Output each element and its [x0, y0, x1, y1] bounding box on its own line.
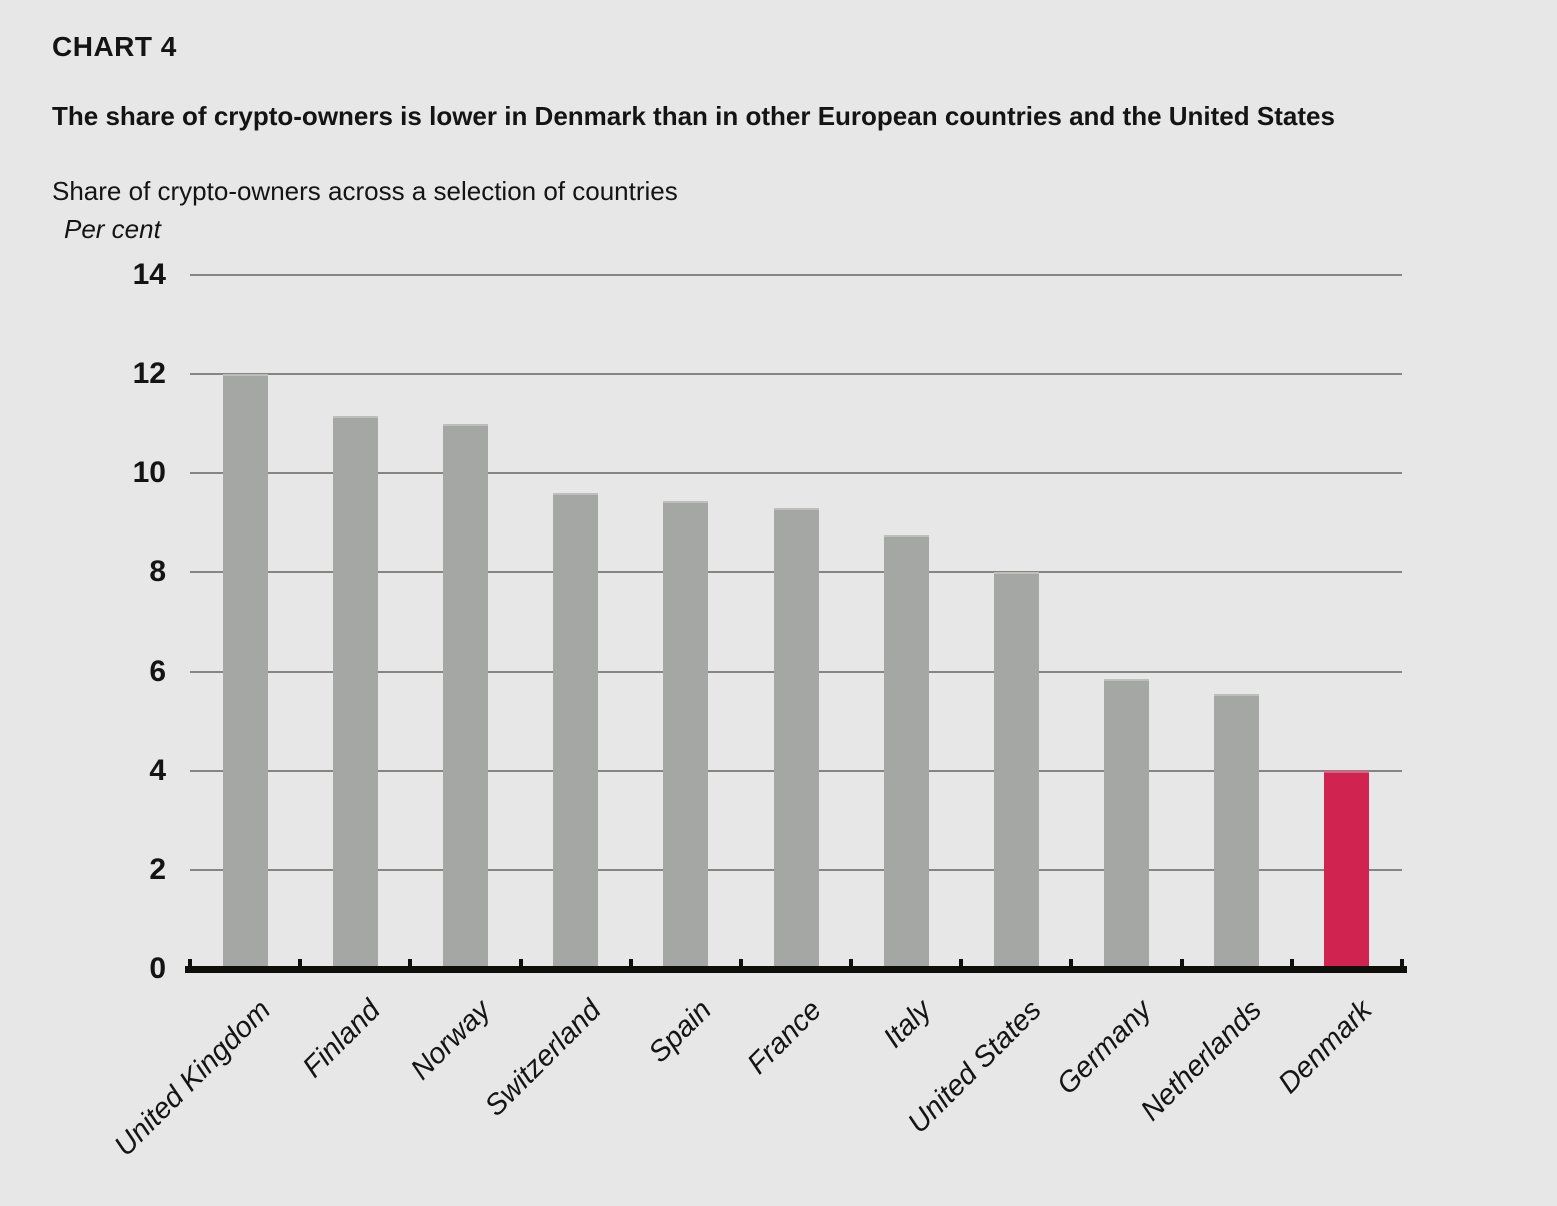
bar-spain	[663, 500, 709, 969]
gridline-10	[190, 472, 1402, 475]
x-axis-tick	[298, 959, 303, 969]
chart-subtitle: Share of crypto-owners across a selectio…	[52, 176, 678, 206]
x-label-united-kingdom: United Kingdom	[108, 994, 277, 1163]
chart-number-label: CHART 4	[52, 31, 177, 62]
bar-italy	[883, 535, 929, 969]
bar-denmark	[1324, 770, 1370, 969]
x-axis-tick	[1400, 959, 1404, 969]
x-axis-tick	[518, 959, 523, 969]
y-tick-label-10: 10	[132, 456, 166, 490]
bar-switzerland	[553, 493, 599, 969]
chart-title: The share of crypto-owners is lower in D…	[52, 101, 1335, 131]
x-axis-line	[185, 966, 1407, 973]
x-label-france: France	[741, 994, 828, 1081]
y-tick-label-14: 14	[132, 258, 166, 291]
gridline-14	[190, 274, 1402, 276]
x-axis-tick	[188, 959, 192, 969]
x-label-germany: Germany	[1051, 994, 1159, 1101]
plot-area	[185, 274, 1407, 973]
y-axis-unit-label: Per cent	[64, 214, 161, 244]
bar-france	[773, 508, 819, 969]
x-label-norway: Norway	[404, 994, 498, 1087]
bar-germany	[1104, 679, 1150, 969]
bar-finland	[332, 416, 378, 969]
bar-netherlands	[1214, 693, 1260, 969]
bar-norway	[442, 423, 488, 969]
y-tick-label-0: 0	[149, 952, 166, 985]
x-axis-tick	[628, 959, 633, 969]
gridline-12	[190, 373, 1402, 376]
x-axis-tick	[849, 959, 854, 969]
x-axis-tick	[1179, 959, 1184, 969]
x-axis-tick	[959, 959, 964, 969]
x-label-denmark: Denmark	[1272, 994, 1379, 1100]
y-tick-label-8: 8	[149, 555, 166, 589]
x-axis-labels: United Kingdom Finland Norway Switzerland Sp…	[108, 994, 1402, 1206]
x-axis-tick	[1069, 959, 1074, 969]
y-tick-label-4: 4	[149, 753, 166, 787]
y-axis-labels: 14 12 10 8 6 4 2 0	[0, 258, 166, 985]
x-axis-tick	[1289, 959, 1294, 969]
x-axis-tick	[738, 959, 743, 969]
bar-united-kingdom	[222, 374, 268, 969]
y-tick-label-12: 12	[132, 357, 166, 391]
x-axis-tick	[408, 959, 413, 969]
y-tick-label-6: 6	[149, 654, 166, 688]
x-label-switzerland: Switzerland	[478, 994, 608, 1123]
bar-united-states	[993, 572, 1039, 969]
x-label-finland: Finland	[297, 994, 387, 1084]
x-label-spain: Spain	[642, 994, 718, 1070]
x-label-italy: Italy	[877, 994, 938, 1055]
y-tick-label-2: 2	[149, 852, 166, 886]
